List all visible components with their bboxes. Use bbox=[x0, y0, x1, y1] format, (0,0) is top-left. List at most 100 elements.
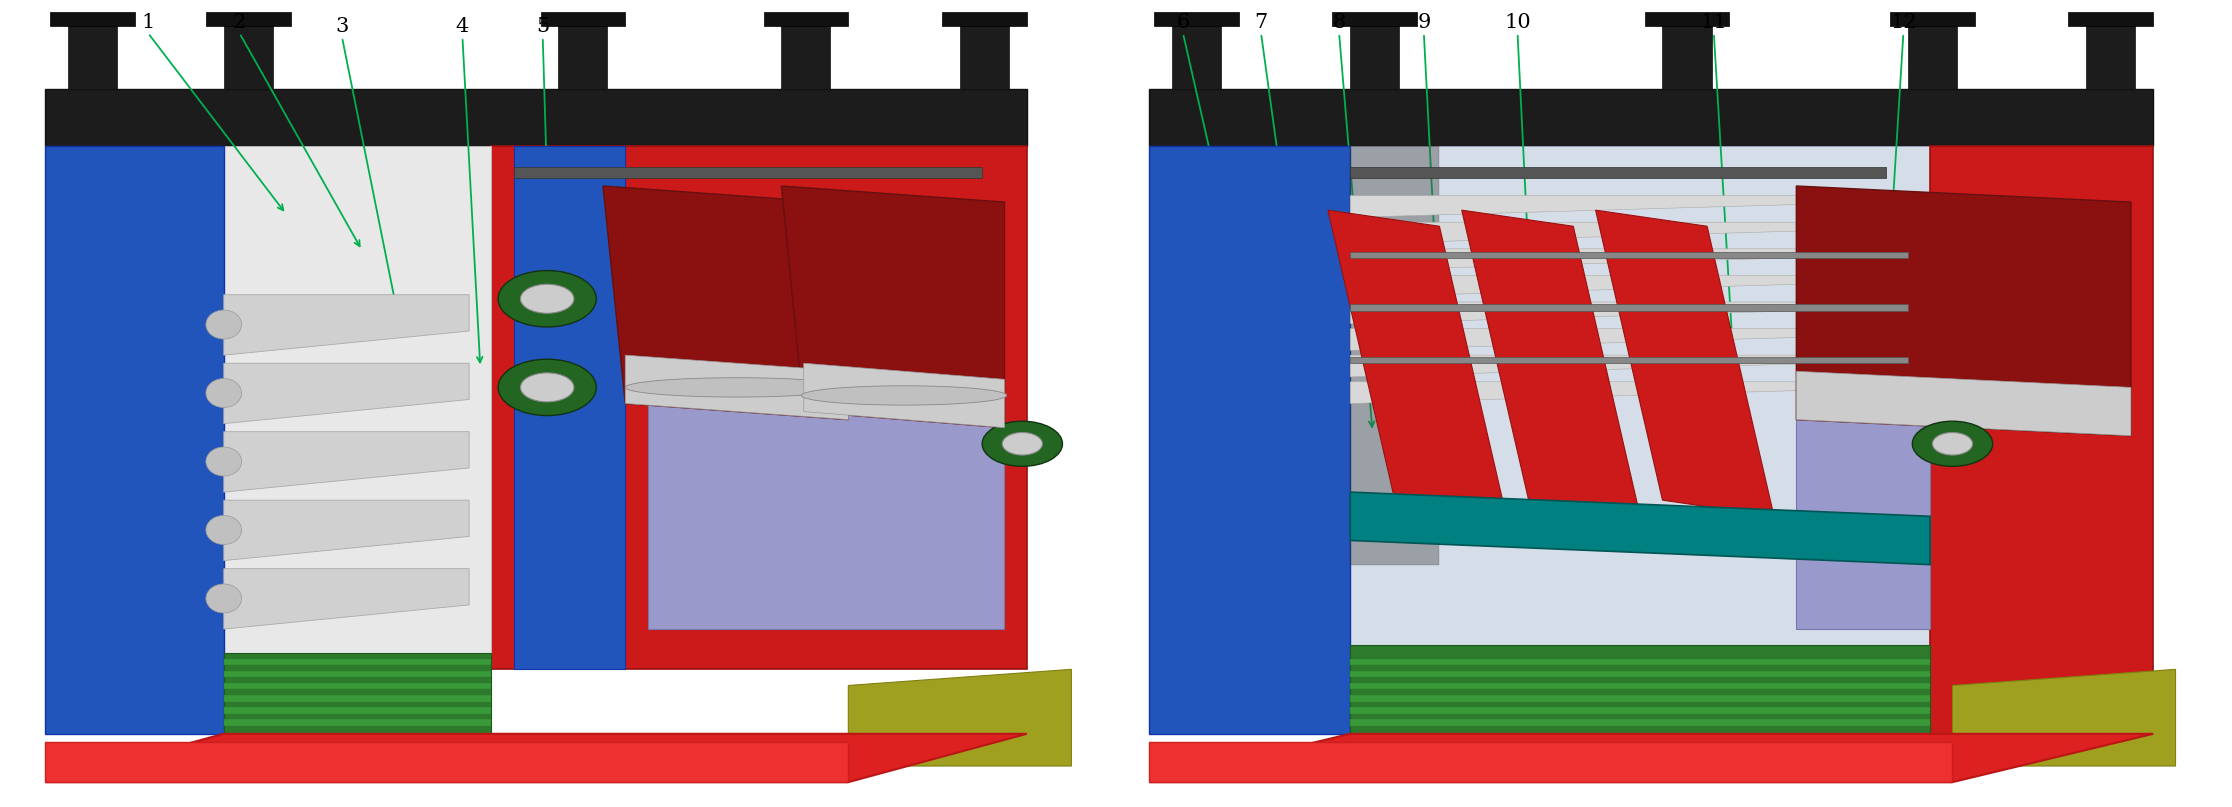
Text: 12: 12 bbox=[1891, 13, 1917, 31]
Ellipse shape bbox=[205, 310, 241, 339]
Polygon shape bbox=[1149, 742, 1953, 782]
Polygon shape bbox=[223, 683, 491, 689]
Text: 2: 2 bbox=[232, 13, 246, 31]
Bar bbox=[223, 25, 272, 90]
Polygon shape bbox=[1462, 210, 1641, 516]
Text: 7: 7 bbox=[1254, 13, 1268, 31]
Polygon shape bbox=[1350, 249, 1908, 270]
Polygon shape bbox=[223, 295, 469, 355]
Polygon shape bbox=[1328, 210, 1507, 516]
Polygon shape bbox=[1149, 734, 2154, 782]
Bar bbox=[1891, 12, 1975, 27]
Text: 4: 4 bbox=[455, 17, 469, 36]
Ellipse shape bbox=[205, 584, 241, 613]
Polygon shape bbox=[1350, 492, 1931, 565]
Polygon shape bbox=[848, 669, 1071, 766]
Polygon shape bbox=[647, 404, 1004, 629]
Bar bbox=[960, 25, 1009, 90]
Polygon shape bbox=[1350, 222, 1908, 244]
Ellipse shape bbox=[1002, 433, 1042, 455]
Polygon shape bbox=[491, 146, 1027, 669]
Polygon shape bbox=[1350, 683, 1931, 689]
Polygon shape bbox=[223, 500, 469, 561]
Polygon shape bbox=[1350, 659, 1931, 665]
Text: 1: 1 bbox=[141, 13, 154, 31]
Polygon shape bbox=[1596, 210, 1774, 516]
Bar bbox=[763, 12, 848, 27]
Polygon shape bbox=[1797, 186, 2132, 436]
Polygon shape bbox=[223, 695, 491, 701]
Polygon shape bbox=[223, 719, 491, 725]
Polygon shape bbox=[1350, 671, 1931, 677]
Ellipse shape bbox=[1933, 433, 1973, 455]
Bar bbox=[513, 167, 982, 178]
Polygon shape bbox=[1149, 90, 2154, 146]
Polygon shape bbox=[1350, 719, 1931, 725]
Polygon shape bbox=[45, 734, 1027, 782]
Bar bbox=[781, 25, 830, 90]
Polygon shape bbox=[223, 569, 469, 629]
Text: 3: 3 bbox=[335, 17, 348, 36]
Bar bbox=[1350, 357, 1908, 363]
Polygon shape bbox=[1350, 382, 1908, 404]
Bar bbox=[540, 12, 625, 27]
Bar bbox=[1645, 12, 1730, 27]
Polygon shape bbox=[1797, 404, 1931, 629]
Bar bbox=[205, 12, 290, 27]
Ellipse shape bbox=[498, 359, 596, 416]
Polygon shape bbox=[1350, 707, 1931, 713]
Polygon shape bbox=[1149, 146, 1350, 734]
Polygon shape bbox=[1350, 302, 1908, 324]
Bar bbox=[67, 25, 116, 90]
Polygon shape bbox=[1953, 669, 2176, 766]
Polygon shape bbox=[1797, 371, 2132, 436]
Bar bbox=[1350, 25, 1399, 90]
Polygon shape bbox=[223, 653, 491, 734]
Bar bbox=[2069, 12, 2154, 27]
Bar bbox=[49, 12, 134, 27]
Polygon shape bbox=[223, 432, 469, 492]
Bar bbox=[1154, 12, 1239, 27]
Polygon shape bbox=[223, 671, 491, 677]
Polygon shape bbox=[223, 659, 491, 665]
Bar bbox=[942, 12, 1027, 27]
Bar bbox=[1350, 167, 1886, 178]
Bar bbox=[2087, 25, 2136, 90]
Text: 8: 8 bbox=[1333, 13, 1346, 31]
Bar bbox=[558, 25, 607, 90]
Text: 6: 6 bbox=[1176, 13, 1190, 31]
Text: 9: 9 bbox=[1417, 13, 1431, 31]
Polygon shape bbox=[1350, 328, 1908, 350]
Polygon shape bbox=[45, 146, 223, 734]
Polygon shape bbox=[45, 90, 1027, 146]
Polygon shape bbox=[625, 355, 848, 420]
Polygon shape bbox=[1350, 355, 1908, 377]
Bar bbox=[1908, 25, 1957, 90]
Ellipse shape bbox=[498, 270, 596, 327]
Bar bbox=[1172, 25, 1221, 90]
Ellipse shape bbox=[1913, 421, 1993, 466]
Ellipse shape bbox=[205, 447, 241, 476]
Polygon shape bbox=[1350, 146, 1440, 565]
Bar bbox=[1350, 252, 1908, 258]
Bar bbox=[1333, 12, 1417, 27]
Ellipse shape bbox=[205, 378, 241, 408]
Polygon shape bbox=[223, 363, 469, 424]
Bar bbox=[1350, 304, 1908, 311]
Polygon shape bbox=[1350, 275, 1908, 297]
Bar bbox=[1663, 25, 1712, 90]
Polygon shape bbox=[804, 363, 1004, 428]
Polygon shape bbox=[45, 742, 848, 782]
Ellipse shape bbox=[982, 421, 1062, 466]
Polygon shape bbox=[1350, 146, 1931, 734]
Polygon shape bbox=[1931, 146, 2154, 734]
Polygon shape bbox=[223, 707, 491, 713]
Text: 11: 11 bbox=[1701, 13, 1728, 31]
Ellipse shape bbox=[520, 373, 574, 402]
Ellipse shape bbox=[625, 378, 848, 397]
Ellipse shape bbox=[205, 516, 241, 545]
Text: 5: 5 bbox=[536, 17, 549, 36]
Ellipse shape bbox=[801, 386, 1007, 405]
Polygon shape bbox=[1350, 695, 1931, 701]
Polygon shape bbox=[603, 186, 848, 420]
